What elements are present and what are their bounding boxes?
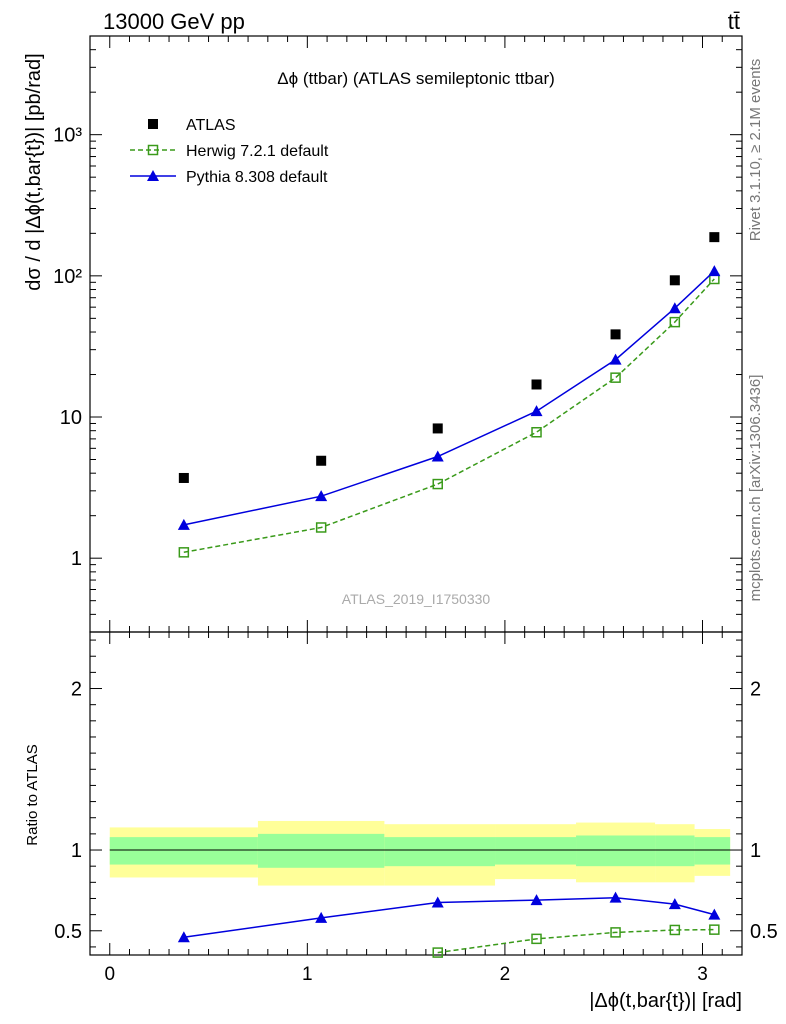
ratio-herwig-line	[437, 928, 715, 954]
header-right: tt̄	[728, 9, 740, 34]
ratio-herwig-point	[709, 924, 720, 935]
legend-pythia-marker	[147, 170, 159, 181]
ratio-y-tick-label-right: 1	[750, 840, 761, 862]
pythia-point	[315, 490, 328, 502]
y-tick-label: 1	[71, 548, 82, 570]
header-left: 13000 GeV pp	[103, 9, 245, 34]
x-tick-label: 2	[500, 964, 511, 985]
herwig-point	[432, 478, 443, 490]
ratio-herwig-point	[669, 924, 681, 936]
x-tick-label: 1	[302, 964, 313, 985]
legend-herwig: Herwig 7.2.1 default	[186, 143, 329, 160]
herwig-point	[531, 426, 542, 438]
atlas-point	[432, 423, 443, 434]
ratio-frame	[89, 631, 743, 956]
legend-pythia: Pythia 8.308 default	[186, 169, 328, 186]
atlas-point	[669, 275, 680, 286]
herwig-point	[610, 372, 621, 383]
herwig-point	[669, 316, 681, 328]
y-axis-label: dσ / d |Δϕ(t,bar{t})| [pb/rad]	[23, 53, 45, 290]
ratio-herwig-point	[610, 927, 621, 938]
ratio-pythia-point	[668, 898, 681, 910]
legend-atlas-marker	[148, 119, 158, 129]
band-green	[694, 837, 731, 865]
x-axis-label: |Δϕ(t,bar{t})| [rad]	[589, 990, 742, 1012]
ratio-pythia-point	[315, 911, 328, 923]
atlas-point	[178, 472, 189, 483]
ratio-y-tick-label-right: 2	[750, 679, 761, 701]
atlas-point	[709, 232, 720, 243]
pythia-point	[431, 450, 444, 462]
ratio-pythia-point	[609, 891, 622, 903]
ratio-pythia-point	[708, 908, 721, 920]
pythia-point	[609, 353, 622, 365]
top-panel: 1 10 10² 10³	[53, 35, 743, 633]
ratio-y-tick-label: 2	[71, 679, 82, 701]
atlas-point	[531, 379, 542, 390]
herwig-line	[183, 278, 715, 554]
pythia-point	[177, 518, 190, 530]
band-green	[576, 835, 656, 867]
ratio-herwig-point	[432, 947, 443, 958]
chart-title: Δϕ (ttbar) (ATLAS semileptonic ttbar)	[277, 69, 555, 88]
band-green	[257, 833, 385, 868]
herwig-point	[178, 547, 190, 558]
y-tick-label: 10²	[53, 266, 82, 288]
band-green	[109, 837, 258, 865]
band-green	[655, 835, 695, 867]
ratio-pythia-point	[530, 894, 543, 906]
legend-herwig-marker	[147, 144, 159, 156]
pythia-point	[668, 302, 681, 314]
pythia-line	[183, 270, 715, 526]
mcplots-label: mcplots.cern.ch [arXiv:1306.3436]	[747, 375, 764, 602]
legend: ATLAS Herwig 7.2.1 default Pythia 8.308 …	[186, 117, 329, 186]
herwig-point	[315, 522, 327, 533]
text-layer: 13000 GeV pp tt̄ Rivet 3.1.10, ≥ 2.1M ev…	[23, 9, 764, 1012]
band-green	[384, 837, 496, 867]
ratio-y-tick-label-right: 0.5	[750, 921, 778, 943]
watermark: ATLAS_2019_I1750330	[342, 591, 491, 607]
pythia-point	[530, 405, 543, 417]
ratio-pythia-line	[183, 896, 715, 938]
ratio-pythia-point	[431, 896, 444, 908]
y-tick-label: 10³	[53, 125, 82, 147]
rivet-label: Rivet 3.1.10, ≥ 2.1M events	[747, 59, 764, 242]
y-tick-label: 10	[60, 407, 82, 429]
legend-atlas: ATLAS	[186, 117, 236, 134]
ratio-panel: 0 1 2 3 0.5 0.5 1 1 2 2	[54, 631, 778, 985]
band-green	[495, 837, 577, 865]
ratio-herwig-point	[531, 933, 542, 945]
ratio-y-tick-label: 0.5	[54, 921, 82, 943]
ratio-y-tick-label: 1	[71, 840, 82, 862]
pythia-point	[708, 265, 721, 277]
x-tick-label: 3	[697, 964, 708, 985]
ratio-y-axis-label: Ratio to ATLAS	[24, 744, 41, 845]
atlas-point	[610, 329, 621, 340]
atlas-point	[316, 455, 327, 466]
ratio-pythia-point	[177, 931, 190, 943]
x-tick-label: 0	[104, 964, 115, 985]
